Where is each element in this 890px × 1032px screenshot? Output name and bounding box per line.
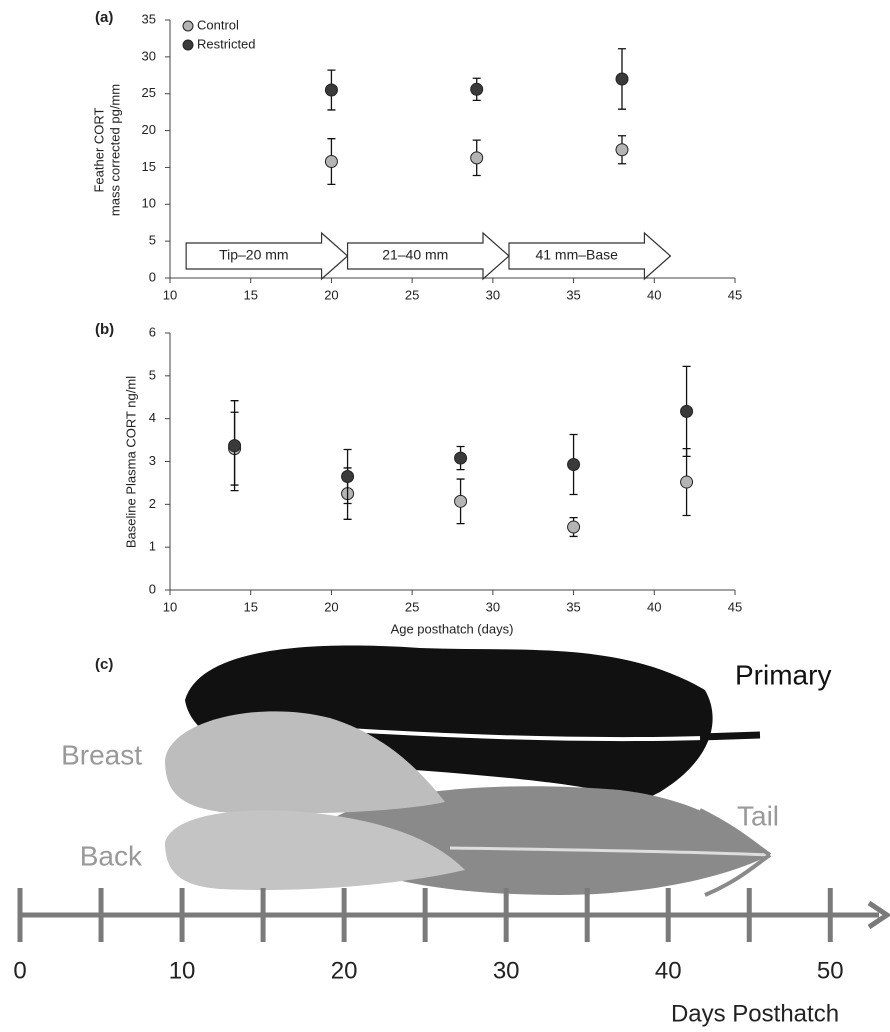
point <box>341 469 355 483</box>
x-tick-label: 15 <box>243 599 257 614</box>
x-tick-label: 30 <box>493 957 520 984</box>
y-axis-label: Baseline Plasma CORT ng/ml <box>123 376 138 548</box>
legend-label: Control <box>197 17 239 32</box>
y-tick-label: 6 <box>149 324 156 339</box>
feathers <box>165 645 772 897</box>
point <box>470 82 484 96</box>
x-tick-label: 45 <box>728 599 742 614</box>
x-tick-label: 40 <box>647 599 661 614</box>
y-tick-label: 1 <box>149 539 156 554</box>
x-axis-label: Days Posthatch <box>671 1000 839 1027</box>
legend-marker <box>182 20 194 32</box>
range-label: 41 mm–Base <box>535 247 618 263</box>
x-tick-label: 15 <box>243 287 257 302</box>
panel-label: (b) <box>95 321 114 338</box>
feather-label: Primary <box>735 659 831 690</box>
tail-tip <box>699 808 772 897</box>
x-tick-label: 0 <box>13 957 26 984</box>
tail-shaft <box>449 846 771 857</box>
feather-label: Breast <box>61 739 142 770</box>
y-axis-label: Feather CORT <box>91 107 106 192</box>
x-tick-label: 30 <box>486 599 500 614</box>
y-tick-label: 15 <box>142 159 156 174</box>
x-tick-label: 10 <box>169 957 196 984</box>
point <box>680 475 694 489</box>
point <box>324 155 338 169</box>
point <box>228 439 242 453</box>
point <box>567 520 581 534</box>
x-tick-label: 10 <box>163 287 177 302</box>
x-tick-label: 25 <box>405 599 419 614</box>
range-arrow <box>508 231 672 281</box>
x-tick-label: 30 <box>486 287 500 302</box>
axis-arrowhead <box>867 900 890 930</box>
point <box>615 72 629 86</box>
x-tick-label: 40 <box>647 287 661 302</box>
y-tick-label: 5 <box>149 233 156 248</box>
y-tick-label: 35 <box>142 11 156 26</box>
feather-label: Back <box>80 840 143 871</box>
y-tick-label: 3 <box>149 453 156 468</box>
x-tick-label: 20 <box>331 957 358 984</box>
y-tick-label: 4 <box>149 410 156 425</box>
x-tick-label: 25 <box>405 287 419 302</box>
y-tick-label: 30 <box>142 48 156 63</box>
x-tick-label: 35 <box>566 599 580 614</box>
panel-label: (a) <box>95 9 113 26</box>
breast-feather <box>165 711 445 814</box>
primary-shaft-tip <box>699 731 761 741</box>
y-tick-label: 0 <box>149 269 156 284</box>
legend-marker <box>182 39 194 51</box>
y-tick-label: 10 <box>142 196 156 211</box>
y-tick-label: 20 <box>142 122 156 137</box>
legend-label: Restricted <box>197 36 256 51</box>
y-tick-label: 25 <box>142 85 156 100</box>
point <box>615 143 629 157</box>
x-tick-label: 20 <box>324 599 338 614</box>
point <box>324 83 338 97</box>
x-tick-label: 20 <box>324 287 338 302</box>
range-label: Tip–20 mm <box>219 247 289 263</box>
panel-label: (c) <box>95 656 113 673</box>
range-label: 21–40 mm <box>382 247 448 263</box>
y-tick-label: 0 <box>149 581 156 596</box>
point <box>567 457 581 471</box>
back-feather <box>165 810 465 891</box>
y-tick-label: 5 <box>149 367 156 382</box>
point <box>454 494 468 508</box>
x-tick-label: 40 <box>655 957 682 984</box>
x-axis-label: Age posthatch (days) <box>391 621 514 636</box>
y-tick-label: 2 <box>149 496 156 511</box>
y-axis-label: mass corrected pg/mm <box>107 84 122 216</box>
point <box>454 451 468 465</box>
range-arrow <box>346 231 510 281</box>
x-tick-label: 50 <box>817 957 844 984</box>
feather-label: Tail <box>737 800 779 831</box>
x-tick-label: 35 <box>566 287 580 302</box>
x-tick-label: 45 <box>728 287 742 302</box>
range-arrow <box>185 231 349 281</box>
point <box>680 404 694 418</box>
x-tick-label: 10 <box>163 599 177 614</box>
point <box>470 151 484 165</box>
